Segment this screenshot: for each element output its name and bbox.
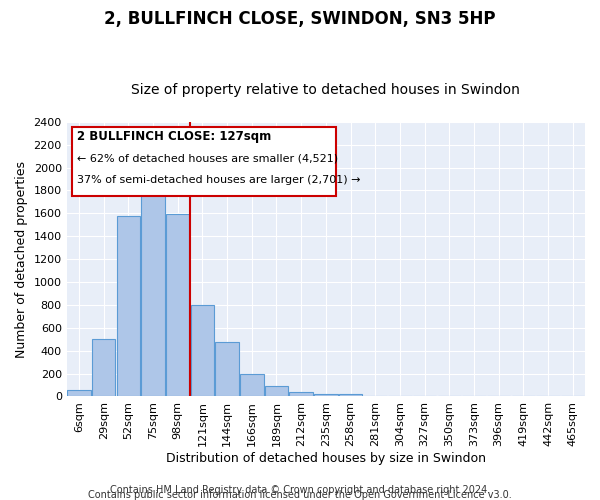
Text: ← 62% of detached houses are smaller (4,521): ← 62% of detached houses are smaller (4,… <box>77 154 338 164</box>
Y-axis label: Number of detached properties: Number of detached properties <box>15 160 28 358</box>
X-axis label: Distribution of detached houses by size in Swindon: Distribution of detached houses by size … <box>166 452 486 465</box>
Bar <box>92 339 115 396</box>
Bar <box>166 214 190 396</box>
Text: Contains public sector information licensed under the Open Government Licence v3: Contains public sector information licen… <box>88 490 512 500</box>
FancyBboxPatch shape <box>72 128 336 196</box>
Title: Size of property relative to detached houses in Swindon: Size of property relative to detached ho… <box>131 83 520 97</box>
Bar <box>314 394 338 396</box>
Bar <box>240 374 263 396</box>
Bar <box>215 342 239 396</box>
Bar <box>191 305 214 396</box>
Bar <box>116 216 140 396</box>
Bar <box>67 390 91 396</box>
Text: 2, BULLFINCH CLOSE, SWINDON, SN3 5HP: 2, BULLFINCH CLOSE, SWINDON, SN3 5HP <box>104 10 496 28</box>
Bar <box>339 394 362 396</box>
Text: Contains HM Land Registry data © Crown copyright and database right 2024.: Contains HM Land Registry data © Crown c… <box>110 485 490 495</box>
Bar <box>289 392 313 396</box>
Bar <box>142 174 165 396</box>
Bar <box>265 386 288 396</box>
Text: 2 BULLFINCH CLOSE: 127sqm: 2 BULLFINCH CLOSE: 127sqm <box>77 130 271 143</box>
Text: 37% of semi-detached houses are larger (2,701) →: 37% of semi-detached houses are larger (… <box>77 176 361 186</box>
